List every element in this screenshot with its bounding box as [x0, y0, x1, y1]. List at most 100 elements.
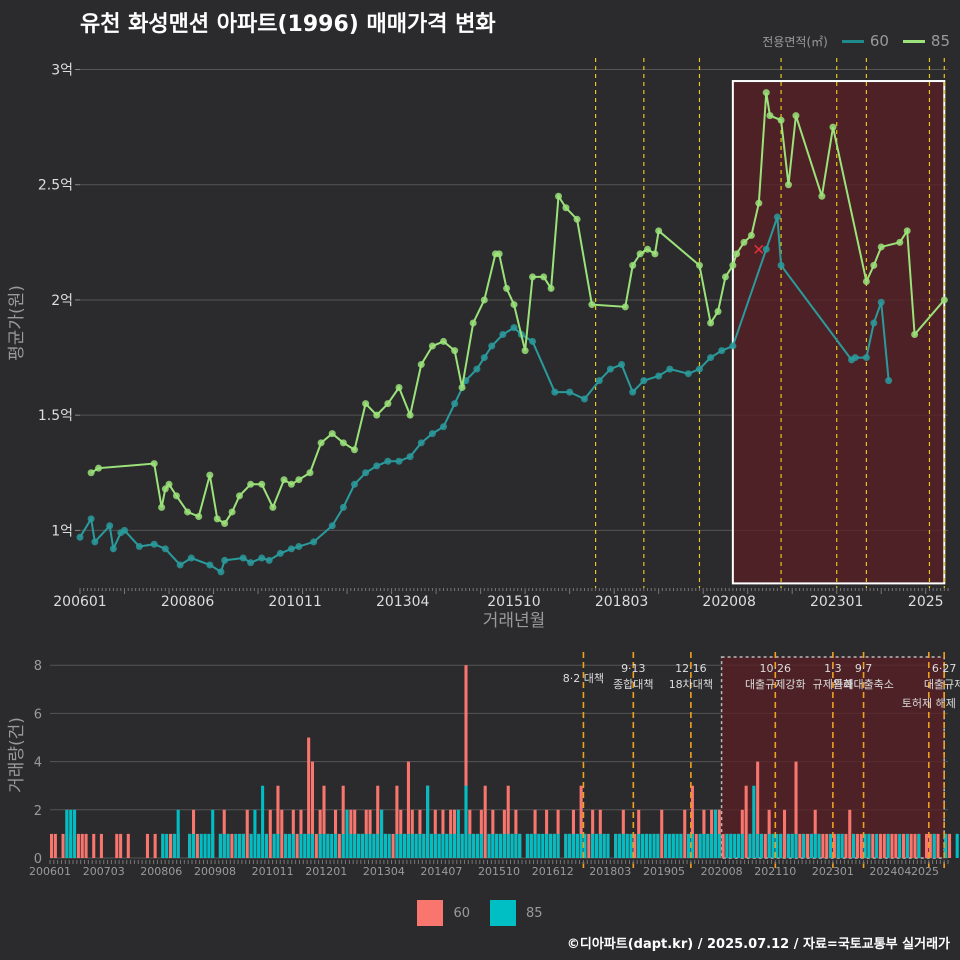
- data-point-85: [480, 296, 488, 304]
- data-point-60: [877, 298, 885, 306]
- data-point-85: [395, 384, 403, 392]
- data-point-60: [295, 543, 303, 551]
- bar-60: [694, 833, 698, 858]
- bar-85: [817, 833, 821, 858]
- bar-85: [161, 833, 165, 858]
- data-point-60: [350, 480, 358, 488]
- bar-85: [736, 833, 741, 858]
- bar-60: [948, 833, 952, 858]
- bar-85: [441, 833, 445, 858]
- bar-85: [794, 833, 798, 858]
- x2-tick-label: 201304: [363, 865, 405, 878]
- data-point-60: [395, 457, 403, 465]
- data-point-60: [339, 503, 347, 511]
- bar-60: [806, 833, 810, 858]
- y-tick-label: 3억: [51, 63, 73, 79]
- bar-85: [238, 833, 242, 858]
- bar-85: [625, 833, 629, 858]
- bar-85: [564, 833, 568, 858]
- data-point-60: [595, 377, 603, 385]
- bar-60: [310, 761, 315, 858]
- data-point-85: [236, 492, 244, 500]
- data-point-60: [76, 533, 84, 541]
- bar-85: [475, 833, 480, 858]
- data-point-85: [150, 460, 158, 468]
- x2-tick-label: 202404: [869, 865, 911, 878]
- bar-60: [913, 833, 917, 858]
- bar-85: [426, 785, 430, 858]
- data-point-85: [714, 307, 722, 315]
- data-point-60: [618, 360, 626, 368]
- bar-85: [813, 833, 817, 858]
- data-point-85: [562, 204, 570, 212]
- data-point-85: [940, 296, 948, 304]
- data-point-60: [580, 395, 588, 403]
- price-chart: 1억 1.5억 2억 2.5억 3억 200601 200806 201011 201304 20…: [7, 58, 949, 631]
- bar-60: [307, 737, 311, 858]
- bar-60: [882, 833, 886, 858]
- bar-85: [533, 833, 537, 858]
- bar-85: [368, 833, 372, 858]
- bar-85: [518, 833, 522, 858]
- bar-85: [548, 833, 552, 858]
- bar-85: [307, 833, 311, 858]
- bar-85: [502, 833, 506, 858]
- bar-85: [199, 833, 203, 858]
- bar-85: [487, 833, 491, 858]
- data-point-60: [176, 561, 184, 569]
- bar-85: [253, 809, 257, 858]
- bar-85: [69, 809, 73, 858]
- bar-85: [514, 833, 518, 858]
- data-point-85: [440, 337, 448, 345]
- bar-85: [276, 833, 280, 858]
- bar-85: [644, 833, 648, 858]
- bar-60: [119, 833, 123, 858]
- data-point-60: [217, 568, 225, 576]
- data-point-85: [495, 250, 503, 258]
- data-point-60: [655, 372, 663, 380]
- data-point-60: [440, 423, 448, 431]
- policy-label: 대출규제: [924, 678, 960, 691]
- bar-85: [756, 833, 760, 858]
- bar-60: [464, 665, 468, 858]
- data-point-85: [417, 360, 425, 368]
- policy-label: 토허제 해제: [902, 696, 956, 710]
- data-point-85: [629, 261, 637, 269]
- bar-60: [50, 833, 54, 858]
- bar-85: [671, 833, 675, 858]
- policy-label: 18차대책: [669, 678, 713, 691]
- bar-60: [276, 785, 280, 858]
- bar-85: [449, 833, 453, 858]
- x2-tick-label: 200806: [140, 865, 182, 878]
- bar-60: [76, 833, 80, 858]
- bar-60: [936, 833, 940, 858]
- y2-tick-label: 8: [34, 659, 42, 674]
- bar-85: [575, 833, 579, 858]
- bar-85: [606, 833, 610, 858]
- data-point-60: [239, 554, 247, 562]
- policy-label: 6·27: [932, 662, 957, 675]
- bar-85: [264, 833, 268, 858]
- legend-swatch-60: [841, 39, 864, 43]
- bar-85: [372, 833, 376, 858]
- bar-85: [456, 809, 460, 858]
- red-x-marker: [754, 244, 764, 254]
- bar-85: [222, 833, 226, 858]
- bar-85: [284, 833, 288, 858]
- policy-label: 10·26: [760, 662, 792, 675]
- bar-85: [729, 833, 733, 858]
- bar-85: [387, 833, 391, 858]
- x-tick-label: 201803: [595, 594, 648, 610]
- data-point-85: [269, 503, 277, 511]
- data-point-60: [135, 543, 143, 551]
- bar-85: [786, 833, 790, 858]
- bar-85: [249, 833, 253, 858]
- data-point-85: [818, 192, 826, 200]
- data-point-85: [428, 342, 436, 350]
- data-point-85: [721, 273, 729, 281]
- legend-top: 전용면적(㎡) 60 85: [762, 32, 950, 50]
- data-point-85: [740, 238, 748, 246]
- bar-85: [414, 833, 418, 858]
- data-point-85: [540, 273, 548, 281]
